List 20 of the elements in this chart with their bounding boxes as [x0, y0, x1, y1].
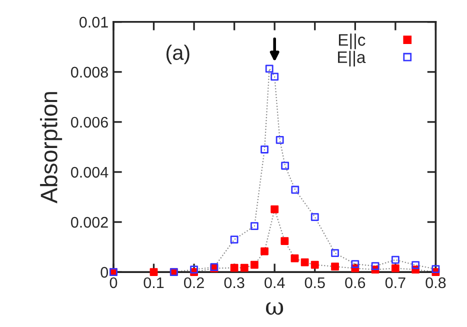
y-tick-label: 0.008: [70, 66, 108, 78]
y-axis-title: Absorption: [40, 92, 62, 204]
x-tick-label: 0: [110, 277, 118, 288]
x-tick-label: 0.2: [184, 277, 204, 288]
y-tick-label: 0.004: [70, 166, 108, 178]
x-axis-title: ω: [266, 302, 284, 315]
y-tick-label: 0.002: [70, 216, 108, 228]
y-tick-label: 0.006: [70, 116, 108, 128]
legend-label: E||a: [338, 50, 366, 66]
x-tick-label: 0.4: [264, 277, 285, 288]
x-tick-label: 0.3: [224, 277, 244, 288]
x-tick-label: 0.7: [385, 277, 406, 288]
x-tick-label: 0.6: [345, 277, 366, 288]
x-tick-label: 0.1: [144, 277, 164, 288]
y-tick-label: 0: [100, 266, 108, 278]
x-tick-label: 0.8: [426, 277, 446, 288]
y-tick-label: 0.01: [79, 16, 108, 28]
legend-label: E||c: [338, 34, 366, 50]
annotation: (a): [166, 44, 190, 64]
x-tick-label: 0.5: [304, 277, 325, 288]
